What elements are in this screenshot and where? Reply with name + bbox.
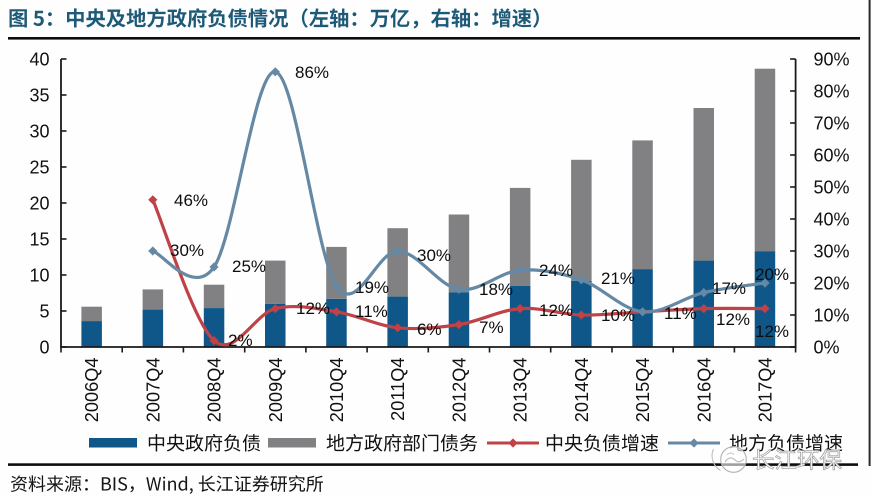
svg-text:2008Q4: 2008Q4 <box>205 358 225 423</box>
svg-text:60%: 60% <box>814 145 850 165</box>
svg-text:80%: 80% <box>814 81 850 101</box>
svg-text:2012Q4: 2012Q4 <box>449 358 469 423</box>
svg-text:6%: 6% <box>417 320 442 339</box>
svg-text:25%: 25% <box>232 257 266 276</box>
svg-text:2006Q4: 2006Q4 <box>82 358 102 423</box>
svg-text:21%: 21% <box>601 269 635 288</box>
svg-text:30: 30 <box>29 121 49 141</box>
svg-text:20%: 20% <box>755 265 789 284</box>
svg-text:2009Q4: 2009Q4 <box>266 358 286 423</box>
svg-text:70%: 70% <box>814 113 850 133</box>
svg-text:2007Q4: 2007Q4 <box>143 358 163 423</box>
svg-text:2011Q4: 2011Q4 <box>388 358 408 421</box>
svg-text:5: 5 <box>39 301 49 321</box>
svg-text:30%: 30% <box>170 241 204 260</box>
svg-text:19%: 19% <box>355 278 389 297</box>
svg-text:2013Q4: 2013Q4 <box>511 358 531 423</box>
svg-text:20%: 20% <box>814 273 850 293</box>
svg-text:2015Q4: 2015Q4 <box>633 358 653 423</box>
svg-text:30%: 30% <box>417 246 451 265</box>
svg-text:2010Q4: 2010Q4 <box>327 358 347 423</box>
svg-text:10%: 10% <box>601 306 635 325</box>
svg-text:40%: 40% <box>814 209 850 229</box>
svg-text:25: 25 <box>29 157 49 177</box>
svg-text:12%: 12% <box>755 322 789 341</box>
svg-text:2014Q4: 2014Q4 <box>572 358 592 423</box>
svg-text:0%: 0% <box>814 337 840 357</box>
svg-text:2%: 2% <box>228 331 253 350</box>
svg-text:0: 0 <box>39 337 49 357</box>
svg-text:50%: 50% <box>814 177 850 197</box>
svg-text:35: 35 <box>29 85 49 105</box>
svg-text:10%: 10% <box>814 305 850 325</box>
svg-text:7%: 7% <box>479 318 504 337</box>
svg-text:17%: 17% <box>712 279 746 298</box>
svg-text:15: 15 <box>29 229 49 249</box>
svg-text:12%: 12% <box>296 299 330 318</box>
svg-text:18%: 18% <box>479 280 513 299</box>
svg-text:24%: 24% <box>539 261 573 280</box>
svg-text:12%: 12% <box>716 310 750 329</box>
svg-text:40: 40 <box>29 49 49 69</box>
svg-text:2016Q4: 2016Q4 <box>694 358 714 423</box>
svg-text:90%: 90% <box>814 49 850 69</box>
svg-text:12%: 12% <box>539 301 573 320</box>
svg-text:2017Q4: 2017Q4 <box>756 358 776 423</box>
svg-text:46%: 46% <box>174 191 208 210</box>
svg-text:86%: 86% <box>295 63 329 82</box>
svg-text:11%: 11% <box>355 302 388 321</box>
svg-text:20: 20 <box>29 193 49 213</box>
svg-text:30%: 30% <box>814 241 850 261</box>
svg-text:10: 10 <box>29 265 49 285</box>
svg-text:11%: 11% <box>664 304 697 323</box>
